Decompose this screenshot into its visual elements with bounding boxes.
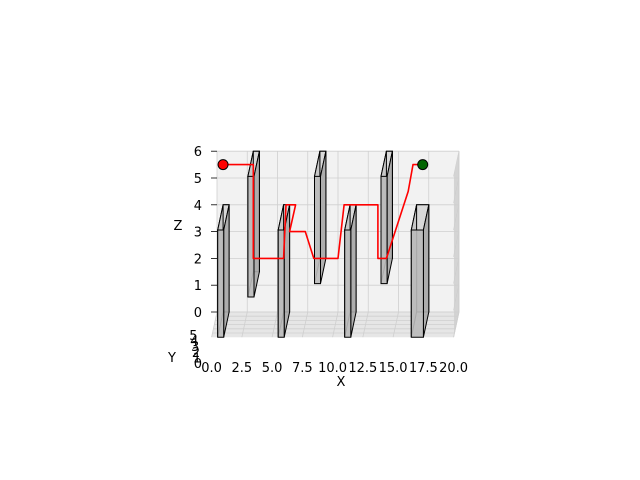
x-tick-label: 12.5 [348,361,377,376]
x-tick-label: 5.0 [262,361,283,376]
y-tick-label: 1 [193,351,201,366]
z-tick-label: 3 [194,226,202,241]
obstacle-face [314,175,321,285]
start-marker [217,159,229,171]
obstacle-face [380,175,388,285]
x-tick-label: 7.5 [292,361,313,376]
goal-marker [417,159,429,171]
markers [217,159,429,171]
obstacle-face [217,229,225,338]
y-axis-label: Y [167,351,176,366]
x-tick-label: 20.0 [439,361,468,376]
y-tick-label: 2 [192,346,200,361]
obstacles [217,150,430,338]
x-tick-label: 15.0 [379,361,408,376]
obstacle-face [277,229,285,338]
z-axis-label: Z [174,219,183,234]
x-tick-label: 0.0 [201,361,222,376]
obstacle-face [223,204,230,338]
x-tick-label: 10.0 [318,361,347,376]
y-tick-label: 4 [190,335,198,350]
tick-labels: 0.0 2.5 5.0 7.5 10.0 12.5 15.0 17.5 20.001234560… [189,145,468,376]
y-tick-label: 0 [194,357,202,372]
obstacle-box [277,204,291,338]
obstacle-face [410,229,424,338]
obstacle-box [380,150,394,285]
obstacle-box [410,204,430,338]
y-tick-label: 3 [191,340,199,355]
z-tick-label: 2 [194,252,202,267]
x-tick-label: 17.5 [409,361,438,376]
obstacle-face [320,151,327,284]
obstacle-face [253,151,260,298]
z-tick-label: 1 [194,279,202,294]
obstacle-box [217,204,230,338]
obstacle-face [422,204,430,338]
obstacle-face [344,229,352,338]
y-tick-label: 5 [189,329,197,344]
obstacle-face [386,151,393,284]
x-tick-label: 2.5 [232,361,253,376]
x-axis-label: X [337,375,346,390]
z-tick-label: 0 [194,306,202,321]
path-line [223,163,423,260]
z-tick-label: 6 [194,145,202,160]
z-tick-label: 4 [194,199,202,214]
path-layer [223,163,423,260]
z-tick-label: 5 [194,172,202,187]
obstacle-box [313,150,327,285]
obstacle-box [344,204,357,338]
obstacle-face [350,204,357,338]
